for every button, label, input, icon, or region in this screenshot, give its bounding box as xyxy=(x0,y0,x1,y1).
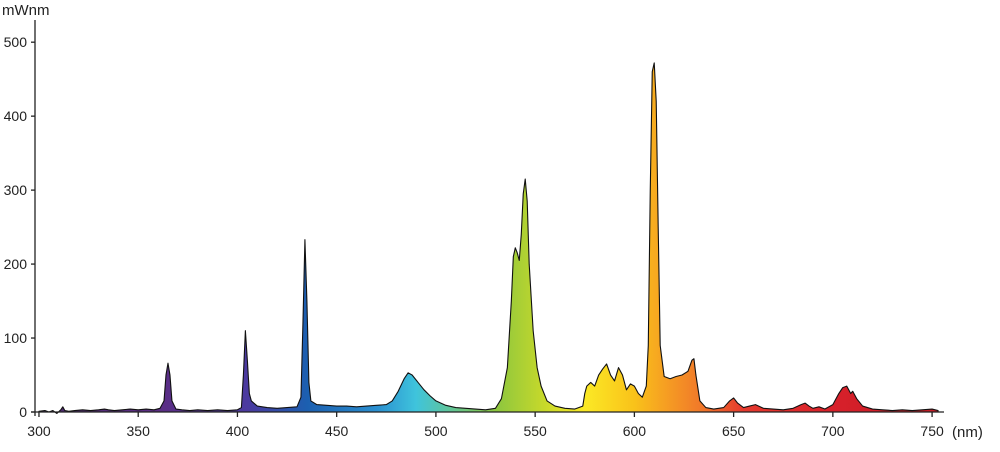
x-tick-label-750: 750 xyxy=(920,423,944,439)
x-tick-label-350: 350 xyxy=(127,423,151,439)
x-tick-label-300: 300 xyxy=(27,423,51,439)
x-tick-label-450: 450 xyxy=(325,423,349,439)
spectrum-area xyxy=(38,62,939,415)
y-tick-label-100: 100 xyxy=(4,330,28,346)
x-tick-label-650: 650 xyxy=(722,423,746,439)
y-tick-label-200: 200 xyxy=(4,256,28,272)
y-tick-label-500: 500 xyxy=(4,34,28,50)
axis-labels: mWnm (nm) xyxy=(2,2,983,441)
y-tick-label-0: 0 xyxy=(19,404,27,420)
plot-area xyxy=(38,62,939,415)
y-tick-label-300: 300 xyxy=(4,182,28,198)
x-tick-label-700: 700 xyxy=(821,423,845,439)
x-tick-label-600: 600 xyxy=(623,423,647,439)
x-axis-label: (nm) xyxy=(952,424,983,441)
y-axis-label: mWnm xyxy=(2,2,50,19)
x-tick-label-550: 550 xyxy=(523,423,547,439)
x-tick-label-400: 400 xyxy=(226,423,250,439)
y-tick-label-400: 400 xyxy=(4,108,28,124)
axes: 300 350 400 450 500 550 600 650 700 750 0 100 200 300… xyxy=(4,20,944,439)
x-tick-label-500: 500 xyxy=(424,423,448,439)
